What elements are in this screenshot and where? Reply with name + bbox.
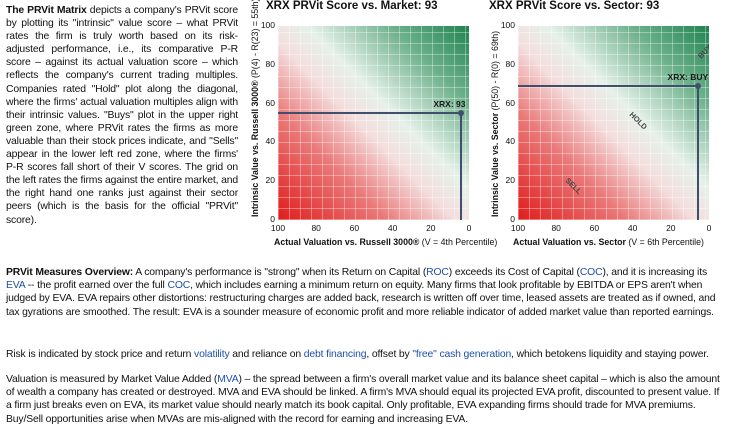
intro-title: The PRVit Matrix	[6, 5, 87, 16]
sector-chart-title: XRX PRVit Score vs. Sector: 93	[489, 0, 660, 12]
x-tick: 100	[270, 223, 286, 233]
risk-text: and reliance on	[229, 349, 304, 360]
roc-link[interactable]: ROC	[426, 267, 449, 278]
measures-text: -- the profit earned over the full	[25, 280, 168, 292]
sector-score-hline	[518, 85, 698, 88]
mva-link[interactable]: MVA	[217, 374, 239, 385]
x-tick: 40	[387, 223, 398, 233]
x-tick: 80	[551, 223, 561, 233]
sector-y-axis-label: Intrinsic Value vs. Sector (P(50) - R(0)…	[490, 30, 500, 217]
market-point-label: XRX: 93	[433, 99, 466, 110]
x-tick: 40	[627, 223, 638, 233]
x-tick: 0	[466, 223, 472, 233]
y-tick: 80	[265, 58, 275, 69]
y-tick: 100	[500, 20, 515, 30]
measures-text: ), and it is increasing its	[602, 267, 707, 278]
x-tick: 0	[706, 223, 712, 233]
x-tick: 20	[426, 223, 436, 233]
sector-x-axis-label: Actual Valuation vs. Sector (V = 6th Per…	[513, 237, 704, 247]
market-score-vline	[460, 113, 463, 220]
zone-buy-label: BUY	[696, 42, 709, 61]
x-tick: 60	[349, 223, 360, 233]
valuation-text: ) – the spread between a firm's overall …	[6, 374, 720, 425]
y-tick: 0	[510, 214, 515, 224]
measures-overview: PRVit Measures Overview: A company's per…	[6, 266, 724, 319]
y-tick: 60	[505, 97, 515, 108]
measures-text: , which includes earning a minimum retur…	[6, 280, 716, 318]
sector-chart: XRX PRVit Score vs. Sector: 93 BUY HOLD …	[489, 0, 721, 255]
x-tick: 20	[666, 223, 676, 233]
market-chart-grid: XRX: 93	[278, 26, 469, 220]
market-score-hline	[278, 112, 462, 115]
y-tick: 60	[265, 97, 275, 108]
x-tick: 60	[589, 223, 600, 233]
valuation-paragraph: Valuation is measured by Market Value Ad…	[6, 373, 724, 426]
y-tick: 40	[505, 136, 515, 147]
y-tick: 20	[265, 175, 275, 186]
y-tick: 0	[270, 214, 275, 224]
risk-paragraph: Risk is indicated by stock price and ret…	[6, 348, 724, 361]
coc-link[interactable]: COC	[579, 267, 603, 278]
debt-financing-link[interactable]: debt financing	[303, 349, 367, 360]
zone-hold-label: HOLD	[627, 110, 650, 132]
intro-text: depicts a company's PRVit score by plott…	[6, 5, 239, 226]
sector-score-point	[694, 83, 701, 90]
measures-text: A company's performance is "strong" when…	[133, 267, 427, 278]
x-tick: 80	[311, 223, 321, 233]
prvit-matrix-intro: The PRVit Matrix depicts a company's PRV…	[6, 4, 238, 227]
y-tick: 100	[260, 20, 275, 30]
zone-sell-label: SELL	[563, 176, 584, 196]
market-chart: XRX PRVit Score vs. Market: 93 XRX: 93 1…	[248, 0, 497, 255]
sector-score-vline	[696, 86, 699, 220]
market-x-axis-label: Actual Valuation vs. Russell 3000® (V = …	[274, 237, 498, 247]
sector-point-label: XRX: BUY	[667, 72, 709, 83]
eva-link[interactable]: EVA	[6, 280, 25, 292]
risk-text: , offset by	[366, 349, 413, 360]
y-tick: 80	[505, 58, 515, 69]
sector-chart-grid: BUY HOLD SELL XRX: BUY	[518, 26, 709, 220]
y-tick: 20	[505, 175, 515, 186]
measures-title: PRVit Measures Overview:	[6, 267, 134, 278]
x-tick: 100	[510, 223, 526, 233]
coc-link[interactable]: COC	[167, 280, 191, 292]
risk-text: Risk is indicated by stock price and ret…	[6, 349, 195, 360]
risk-text: , which betokens liquidity and staying p…	[511, 349, 709, 360]
volatility-link[interactable]: volatility	[194, 349, 230, 360]
measures-text: ) exceeds its Cost of Capital (	[448, 267, 580, 278]
free-cash-generation-link[interactable]: "free" cash generation	[412, 349, 512, 360]
valuation-text: Valuation is measured by Market Value Ad…	[6, 374, 218, 385]
market-chart-title: XRX PRVit Score vs. Market: 93	[266, 0, 438, 12]
y-tick: 40	[265, 136, 275, 147]
market-score-point	[458, 110, 465, 117]
market-y-axis-label: Intrinsic Value vs. Russell 3000® (P(4) …	[250, 0, 260, 217]
